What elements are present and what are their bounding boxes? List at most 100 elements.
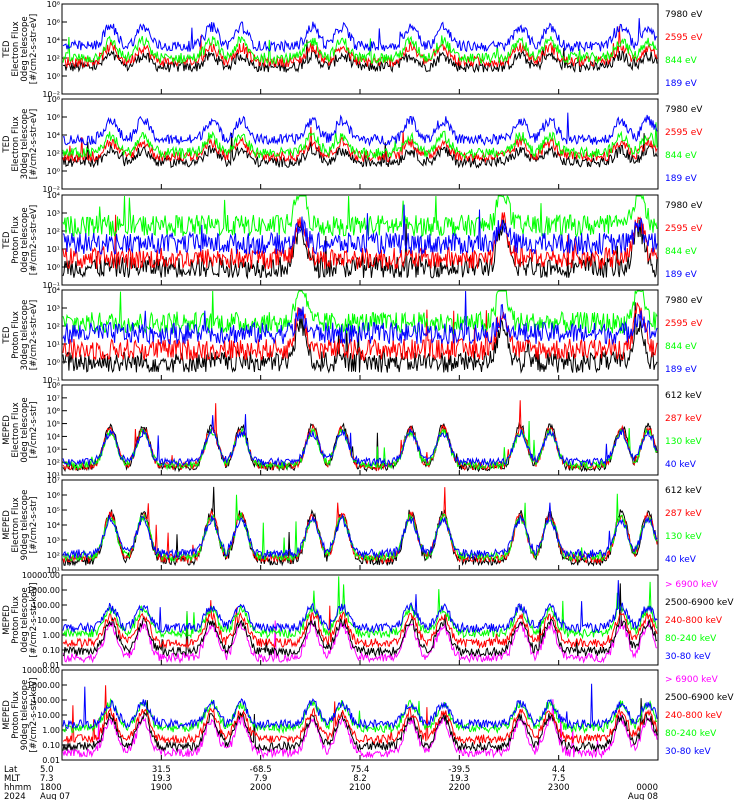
y-tick-label: 10⁷ [47, 394, 60, 403]
x-tick-label-mlt: 8.2 [353, 774, 367, 784]
x-tick-label-hhmm: 2000 [250, 783, 272, 793]
y-tick-label: 10⁰ [47, 167, 60, 176]
legend-entry: > 6900 keV [665, 580, 719, 590]
y-tick-label: 10² [47, 227, 60, 236]
y-tick-label: 10² [47, 458, 60, 467]
legend-entry: > 6900 keV [665, 675, 719, 685]
y-tick-label: 10⁴ [47, 191, 60, 200]
x-tick-label-hhmm: 1800 [40, 783, 62, 793]
legend-entry: 80-240 keV [665, 634, 717, 644]
legend-entry: 612 keV [665, 486, 702, 496]
series-trace-4 [62, 502, 658, 561]
y-tick-label: 0.01 [42, 661, 60, 670]
y-axis-label-line: [#/cm2-s-str-keV] [29, 678, 39, 753]
y-tick-label: 10⁵ [47, 420, 60, 429]
panel-3: 10⁻¹ 10⁰ 10¹ 10² 10³ 10⁴ TED Proton Flux 0deg te… [2, 191, 703, 290]
series-trace-3 [62, 685, 658, 746]
y-axis-label-line: 30deg telescope [20, 109, 30, 180]
y-tick-label: 10⁴ [47, 36, 60, 45]
y-tick-label: 10² [47, 149, 60, 158]
y-tick-label: 10⁴ [47, 521, 60, 530]
x-tick-label-mlt: 19.3 [152, 774, 171, 784]
y-tick-label: 10⁴ [47, 432, 60, 441]
x-tick-label-mlt: 19.3 [450, 774, 469, 784]
y-tick-label: 10.00 [37, 616, 60, 625]
x-axis-row-label: Lat [4, 765, 18, 775]
series-trace-3 [62, 493, 658, 563]
y-tick-label: 10³ [47, 209, 60, 218]
series-trace-1 [62, 619, 658, 664]
y-tick-label: 1.00 [42, 631, 60, 640]
legend-entry: 30-80 keV [665, 747, 711, 757]
x-axis-row-label: 2024 [4, 792, 26, 800]
legend-entry: 240-800 keV [665, 711, 723, 721]
x-tick-label-hhmm: 2200 [449, 783, 471, 793]
series-trace-4 [62, 414, 658, 468]
y-tick-label: 10³ [47, 304, 60, 313]
series-trace-2 [62, 583, 658, 658]
x-axis-row-label: hhmm [4, 783, 31, 793]
legend-entry: 844 eV [665, 151, 698, 161]
y-axis-label-line: [#/cm2-s-str-eV] [29, 14, 39, 84]
x-tick-label-date: Aug 08 [628, 792, 658, 800]
x-tick-label-lat: 31.5 [152, 765, 171, 775]
legend-entry: 2595 eV [665, 224, 703, 234]
legend-entry: 844 eV [665, 247, 698, 257]
x-tick-label-hhmm: 2300 [548, 783, 570, 793]
y-tick-label: 1000.00 [27, 681, 60, 690]
y-axis-label-line: 90deg telescope [20, 490, 30, 561]
y-axis-label-line: [#/cm2-s-str-eV] [29, 300, 39, 370]
y-tick-label: 1000.00 [27, 586, 60, 595]
series-trace-4 [62, 204, 658, 256]
legend-entry: 844 eV [665, 56, 698, 66]
y-axis-label-line: 0deg telescope [20, 397, 30, 462]
y-tick-label: 10⁻¹ [42, 281, 60, 290]
y-axis-label-line: Electron Flux [11, 21, 21, 76]
y-axis-label: MEPED Electron Flux 90deg telescope [#/cm2-… [2, 490, 39, 561]
y-axis-label: MEPED Proton Flux 0deg telescope [#/cm2-s-s… [2, 583, 39, 658]
x-tick-label-hhmm: 1900 [151, 783, 173, 793]
y-axis-label: TED Electron Flux 30deg telescope [#/cm2-s-… [2, 109, 39, 180]
y-tick-label: 10³ [47, 445, 60, 454]
y-axis-label-line: MEPED [2, 700, 12, 730]
panel-4: 10⁻¹ 10⁰ 10¹ 10² 10³ 10⁴ TED Proton Flux 30deg t… [2, 286, 703, 385]
legend-entry: 2500-6900 keV [665, 693, 734, 703]
legend-entry: 80-240 keV [665, 729, 717, 739]
legend-entry: 189 eV [665, 270, 698, 280]
y-axis-label-line: Electron Flux [11, 497, 21, 552]
y-axis-label-line: [#/cm2-s-str-keV] [29, 583, 39, 658]
x-tick-label-date: Aug 07 [40, 792, 70, 800]
y-tick-label: 10⁸ [47, 381, 60, 390]
y-tick-label: 10⁶ [47, 18, 60, 27]
y-axis-label: MEPED Electron Flux 0deg telescope [#/cm2-s… [2, 397, 39, 462]
y-axis-label: TED Electron Flux 0deg telescope [#/cm2-s-s… [2, 14, 39, 84]
x-tick-label-hhmm: 2100 [349, 783, 371, 793]
series-trace-3 [62, 194, 658, 238]
series-trace-5 [62, 683, 658, 730]
y-axis-label-line: [#/cm2-s-str-eV] [29, 109, 39, 179]
y-tick-label: 10000.00 [22, 666, 60, 675]
y-axis-label-line: 90deg telescope [20, 680, 30, 751]
legend-entry: 287 keV [665, 414, 702, 424]
series-trace-2 [62, 698, 658, 753]
x-tick-label-hhmm: 0000 [636, 783, 658, 793]
series-trace-3 [62, 35, 658, 65]
series-trace-3 [62, 122, 658, 161]
legend-entry: 240-800 keV [665, 616, 723, 626]
y-tick-label: 10000.00 [22, 571, 60, 580]
y-axis-label-line: TED [2, 231, 12, 250]
panel-8: 0.01 0.10 1.00 10.00 100.00 1000.00 10000.00 ME… [2, 666, 734, 765]
series-trace-1 [62, 302, 658, 374]
panel-7: 0.01 0.10 1.00 10.00 100.00 1000.00 10000.00 ME… [2, 571, 734, 670]
series-trace-2 [62, 26, 658, 69]
y-axis-label-line: 30deg telescope [20, 300, 30, 371]
y-axis-label-line: Electron Flux [11, 402, 21, 457]
y-axis-label-line: [#/cm2-s-str] [29, 402, 39, 459]
y-axis-label-line: MEPED [2, 510, 12, 540]
legend-entry: 7980 eV [665, 201, 703, 211]
y-tick-label: 10¹ [47, 245, 60, 254]
y-tick-label: 10⁰ [47, 72, 60, 81]
